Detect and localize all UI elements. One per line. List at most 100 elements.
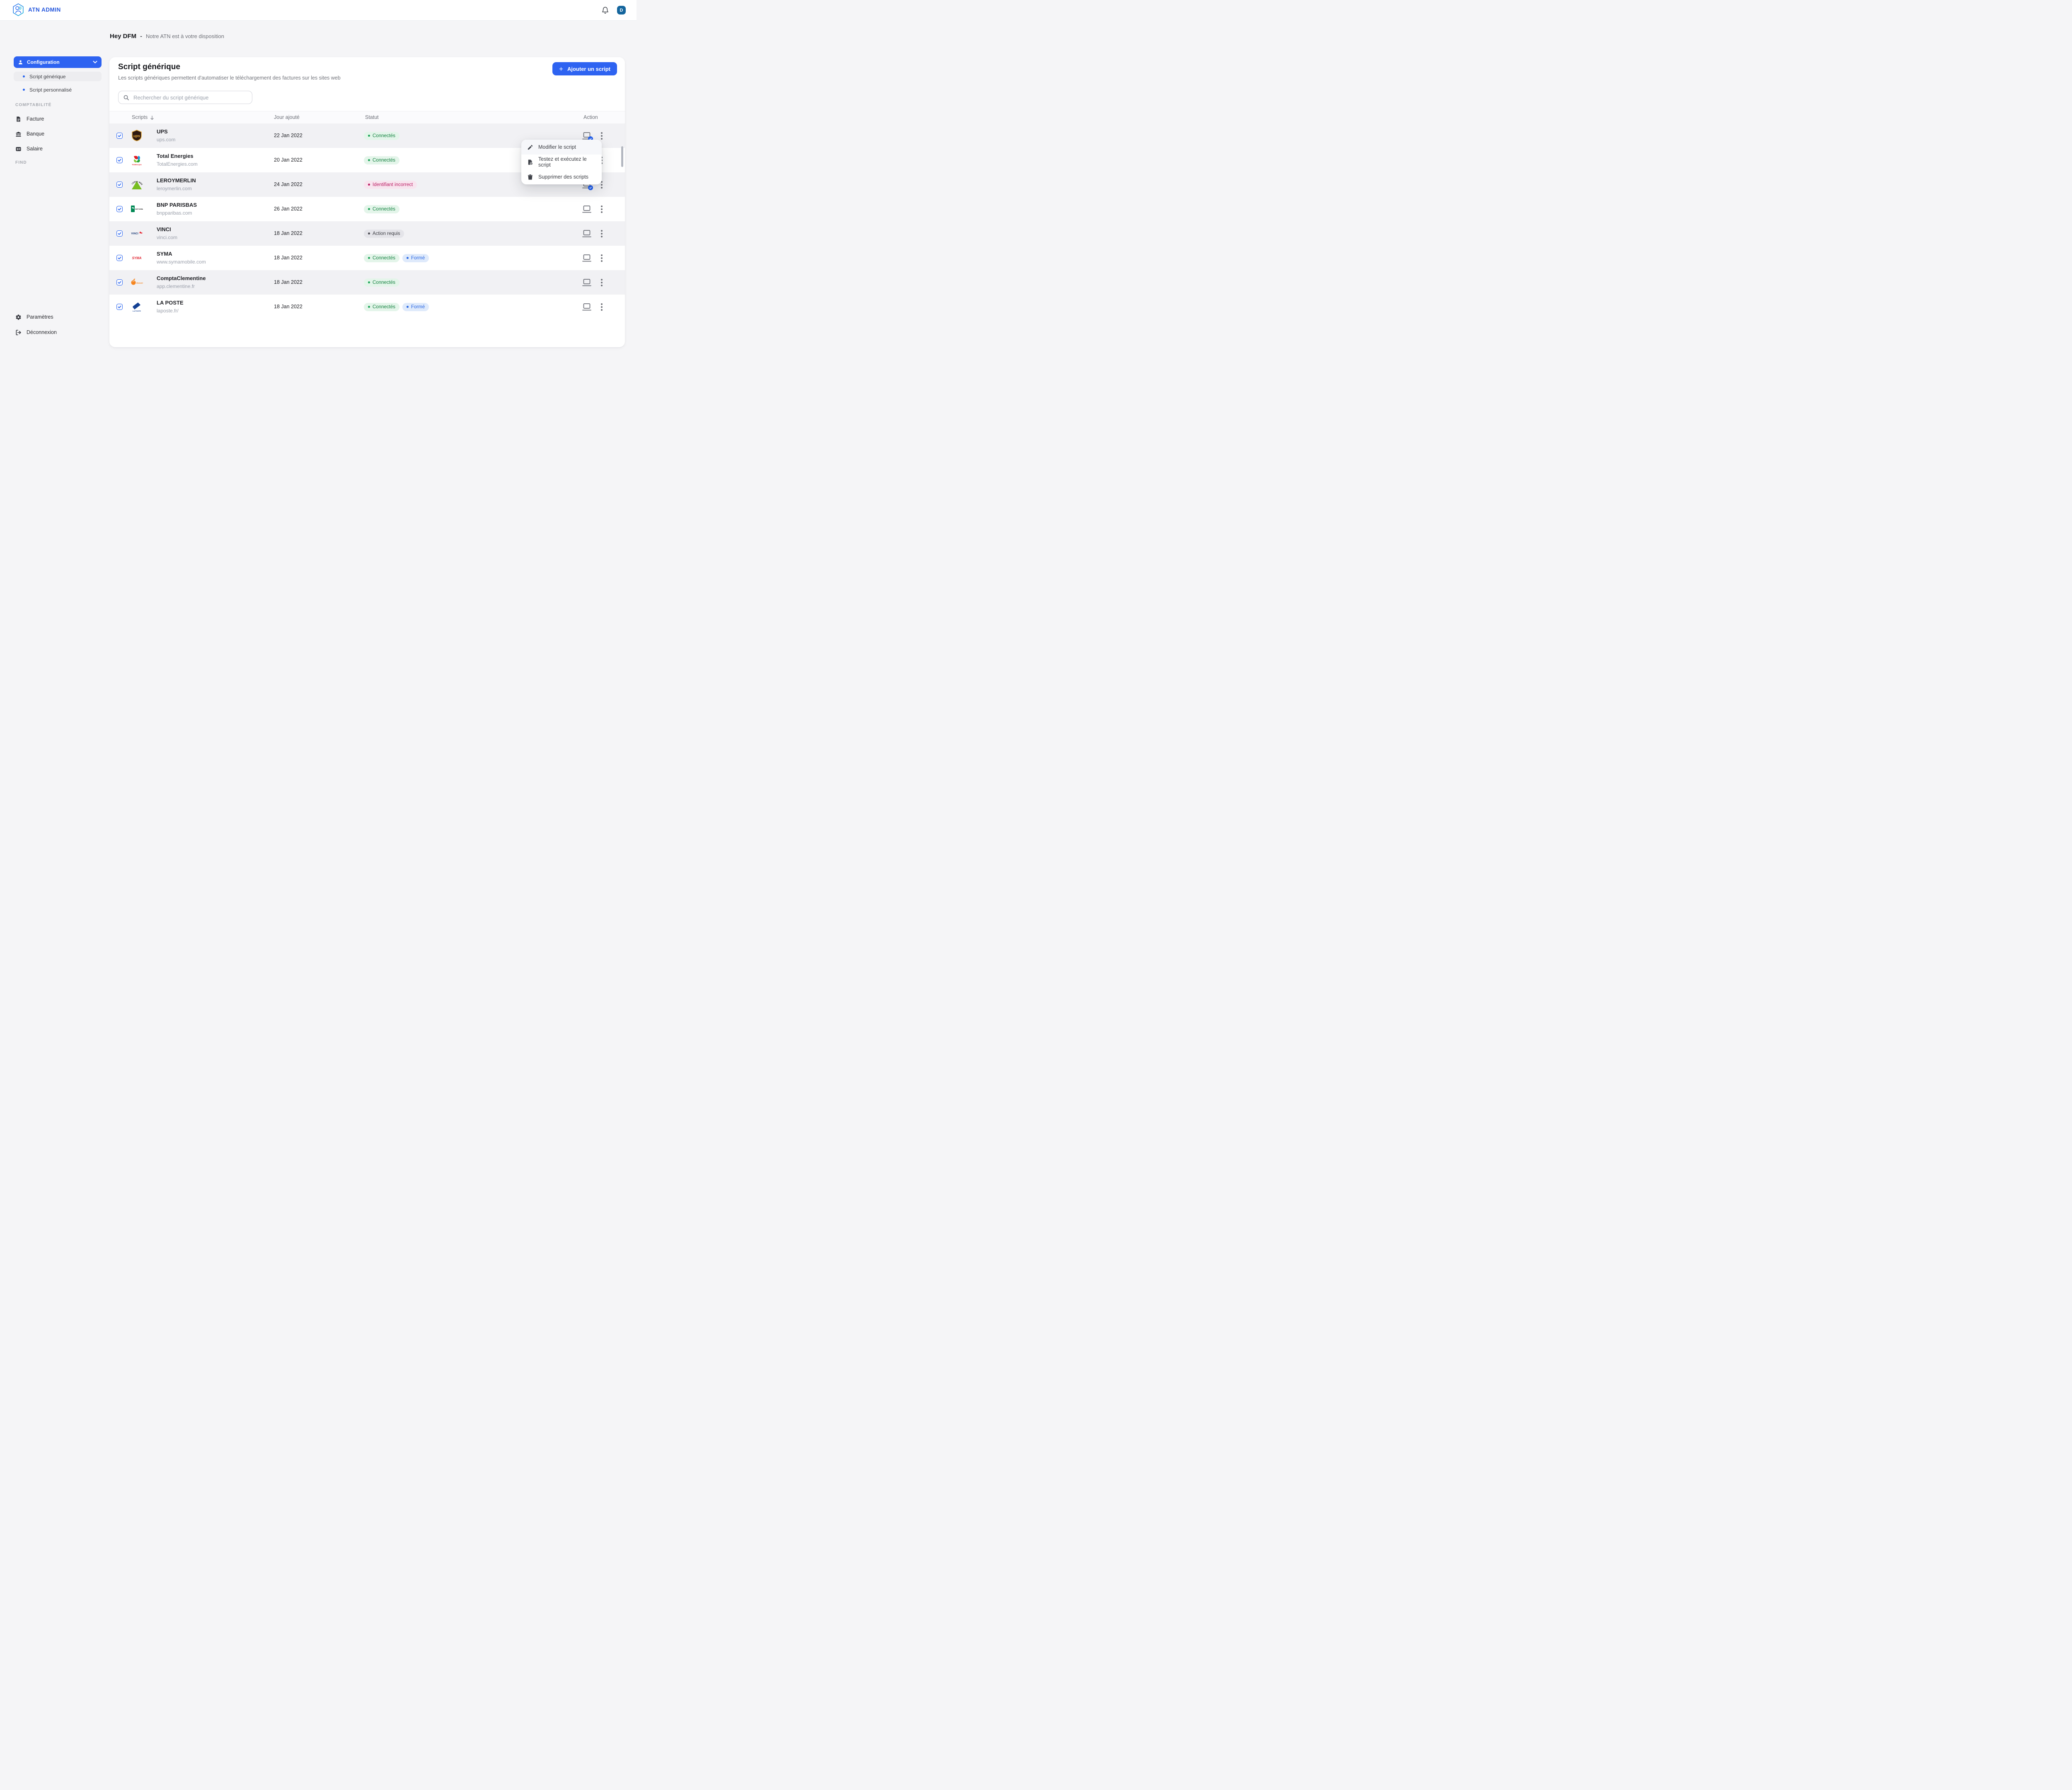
script-name: LEROYMERLIN (157, 177, 196, 184)
row-checkbox[interactable] (116, 133, 123, 139)
row-checkbox[interactable] (116, 230, 123, 237)
date-added: 18 Jan 2022 (274, 304, 303, 310)
laposte-logo: LA POSTE (133, 302, 141, 312)
generic-script-card: Script générique Les scripts génériques … (109, 57, 625, 347)
sidebar-item-configuration[interactable]: Configuration (14, 56, 102, 68)
row-checkbox[interactable] (116, 157, 123, 163)
date-added: 18 Jan 2022 (274, 255, 303, 261)
row-menu-kebab-icon[interactable] (598, 270, 605, 295)
status-cell: Identifiant incorrect (364, 172, 417, 197)
syma-logo: SYMA (132, 256, 141, 260)
row-menu-kebab-icon[interactable] (598, 123, 605, 148)
table-header: Scripts Jour ajouté Statut Action (109, 111, 625, 124)
row-checkbox[interactable] (116, 279, 123, 285)
row-checkbox[interactable] (116, 181, 123, 188)
sidebar-item-d-connexion[interactable]: Déconnexion (14, 329, 102, 336)
status-cell: Connectés (364, 148, 399, 172)
status-badge: Formé (402, 302, 429, 311)
table-row: clementine ComptaClementine app.clementi… (109, 270, 625, 295)
invoice-icon (15, 116, 22, 122)
greeting-dash: - (140, 33, 142, 39)
bullet-dot-icon (23, 75, 25, 77)
sidebar-item-facture[interactable]: Facture (14, 116, 102, 122)
plus-icon: + (559, 65, 563, 73)
sidebar-item-banque[interactable]: Banque (14, 131, 102, 137)
date-added: 18 Jan 2022 (274, 230, 303, 236)
script-name: SYMA (157, 251, 172, 257)
add-script-button[interactable]: + Ajouter un script (552, 62, 617, 75)
gear-icon (15, 314, 22, 320)
row-menu-kebab-icon[interactable] (598, 295, 605, 319)
row-menu-kebab-icon[interactable] (598, 172, 605, 197)
script-name: LA POSTE (157, 300, 184, 306)
status-dot-icon (368, 135, 370, 137)
sidebar-subitem-script-personnalis-[interactable]: Script personnalisé (14, 85, 102, 94)
vinci-logo: VINCI (131, 231, 143, 235)
sidebar-item-salaire[interactable]: $ Salaire (14, 145, 102, 152)
search-input[interactable] (133, 94, 247, 101)
svg-text:BNP PARIBAS: BNP PARIBAS (135, 208, 143, 210)
notifications-bell-icon[interactable] (601, 6, 609, 14)
script-domain: TotalEnergies.com (157, 161, 198, 167)
status-cell: Connectés (364, 197, 399, 221)
run-on-device-icon[interactable] (582, 205, 592, 214)
row-checkbox[interactable] (116, 206, 123, 212)
sidebar-item-param-tres[interactable]: Paramètres (14, 314, 102, 320)
search-box (118, 91, 252, 104)
run-on-device-icon[interactable] (582, 302, 592, 312)
context-menu-item-pencil[interactable]: Modifier le script (521, 140, 602, 155)
column-header-status: Statut (365, 114, 379, 120)
status-badge: Connectés (364, 302, 399, 311)
status-dot-icon (368, 281, 370, 283)
row-menu-kebab-icon[interactable] (598, 246, 605, 270)
page-title: Script générique (118, 63, 180, 71)
date-added: 18 Jan 2022 (274, 279, 303, 285)
sidebar-footer: Paramètres Déconnexion (14, 314, 102, 336)
device-check-badge-icon (588, 185, 593, 190)
svg-text:$: $ (17, 148, 18, 151)
bank-icon (15, 131, 22, 137)
status-dot-icon (368, 306, 370, 308)
row-checkbox[interactable] (116, 255, 123, 261)
table-scrollbar[interactable] (621, 146, 623, 167)
svg-text:ups: ups (133, 134, 140, 138)
run-on-device-icon[interactable] (582, 254, 592, 263)
leroymerlin-logo: LEROY MERLIN (131, 178, 143, 189)
table-row: BNP PARIBAS BNP PARISBAS bnpparibas.com … (109, 197, 625, 221)
sidebar-subitem-script-g-n-rique[interactable]: Script générique (14, 72, 102, 81)
script-domain: leroymerlin.com (157, 186, 192, 191)
status-dot-icon (406, 306, 409, 308)
trash-icon (527, 174, 533, 180)
script-name: VINCI (157, 226, 171, 232)
status-badge: Connectés (364, 205, 399, 213)
row-menu-kebab-icon[interactable] (598, 148, 605, 172)
sidebar-configuration-label: Configuration (27, 59, 60, 65)
svg-text:clementine: clementine (136, 282, 143, 284)
status-cell: Connectés (364, 270, 399, 295)
logout-icon (15, 329, 22, 336)
svg-text:VINCI: VINCI (131, 233, 139, 235)
status-cell: Connectés (364, 123, 399, 148)
run-on-device-icon[interactable] (582, 278, 592, 287)
row-checkbox[interactable] (116, 304, 123, 310)
brand-hexagon-logo-icon (13, 3, 24, 16)
column-header-scripts[interactable]: Scripts (132, 111, 155, 123)
date-added: 26 Jan 2022 (274, 206, 303, 212)
user-avatar[interactable]: D (617, 6, 626, 15)
run-on-device-icon[interactable] (582, 131, 593, 141)
status-badge: Connectés (364, 278, 399, 287)
run-on-device-icon[interactable] (582, 229, 592, 238)
add-script-button-label: Ajouter un script (567, 65, 610, 72)
status-dot-icon (368, 257, 370, 259)
row-menu-kebab-icon[interactable] (598, 221, 605, 246)
context-menu-item-test-script[interactable]: Testez et exécutez le script (521, 155, 602, 169)
script-domain: app.clementine.fr (157, 283, 195, 289)
row-menu-kebab-icon[interactable] (598, 197, 605, 221)
chevron-down-icon (93, 60, 97, 64)
status-cell: Connectés Formé (364, 295, 429, 319)
column-header-date: Jour ajouté (274, 114, 300, 120)
context-menu-item-trash[interactable]: Supprimer des scripts (521, 169, 602, 184)
clementine-logo: clementine (131, 278, 143, 285)
search-icon (123, 94, 129, 101)
status-dot-icon (368, 232, 370, 235)
